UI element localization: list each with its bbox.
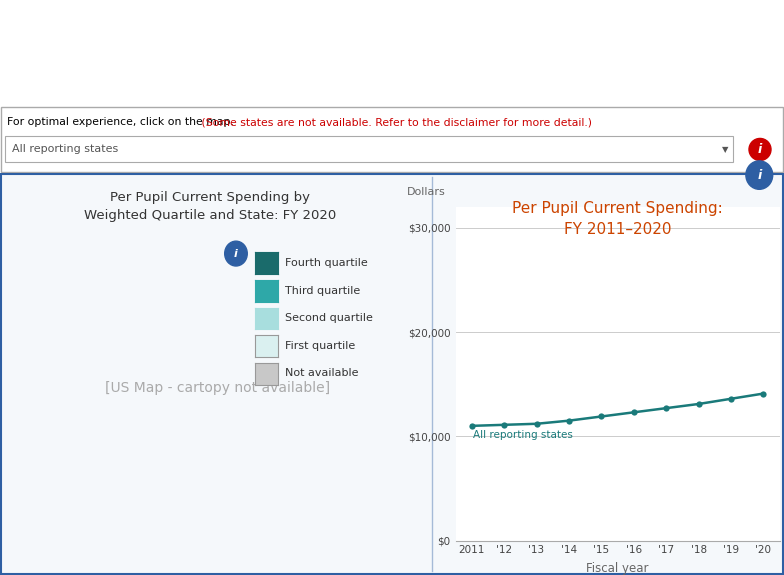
- Text: (Some states are not available. Refer to the disclaimer for more detail.): (Some states are not available. Refer to…: [198, 117, 592, 128]
- FancyBboxPatch shape: [5, 136, 733, 163]
- Circle shape: [749, 139, 771, 160]
- Text: Fiscal Year (FY) 2020 Annual Survey of School System Finances: Fiscal Year (FY) 2020 Annual Survey of S…: [182, 85, 602, 98]
- Text: i: i: [757, 168, 761, 182]
- Text: i: i: [758, 143, 762, 156]
- Circle shape: [746, 161, 773, 189]
- Text: All reporting states: All reporting states: [474, 430, 573, 440]
- Text: First quartile: First quartile: [285, 341, 355, 351]
- Circle shape: [225, 241, 247, 266]
- Text: Third quartile: Third quartile: [285, 286, 360, 296]
- Text: ▼: ▼: [722, 145, 728, 154]
- Text: Per Pupil Current Spending by
Weighted Quartile and State: FY 2020: Per Pupil Current Spending by Weighted Q…: [84, 190, 336, 221]
- Text: Dollars: Dollars: [407, 187, 445, 197]
- Text: Preliminary Release and 10-Year Comparison of Data From: Preliminary Release and 10-Year Comparis…: [198, 53, 586, 66]
- Text: How Did COVID-19 Affect School Finances?: How Did COVID-19 Affect School Finances?: [140, 13, 644, 33]
- Text: Per Pupil Current Spending:
FY 2011–2020: Per Pupil Current Spending: FY 2011–2020: [512, 201, 723, 237]
- Text: Fourth quartile: Fourth quartile: [285, 258, 368, 268]
- Text: [US Map - cartopy not available]: [US Map - cartopy not available]: [105, 381, 330, 395]
- Text: Not available: Not available: [285, 369, 358, 378]
- FancyBboxPatch shape: [1, 107, 783, 172]
- Text: All reporting states: All reporting states: [12, 144, 118, 155]
- Text: Second quartile: Second quartile: [285, 313, 372, 323]
- Text: For optimal experience, click on the map.: For optimal experience, click on the map…: [7, 117, 234, 128]
- Text: i: i: [234, 248, 238, 259]
- FancyBboxPatch shape: [1, 174, 783, 574]
- X-axis label: Fiscal year: Fiscal year: [586, 562, 649, 575]
